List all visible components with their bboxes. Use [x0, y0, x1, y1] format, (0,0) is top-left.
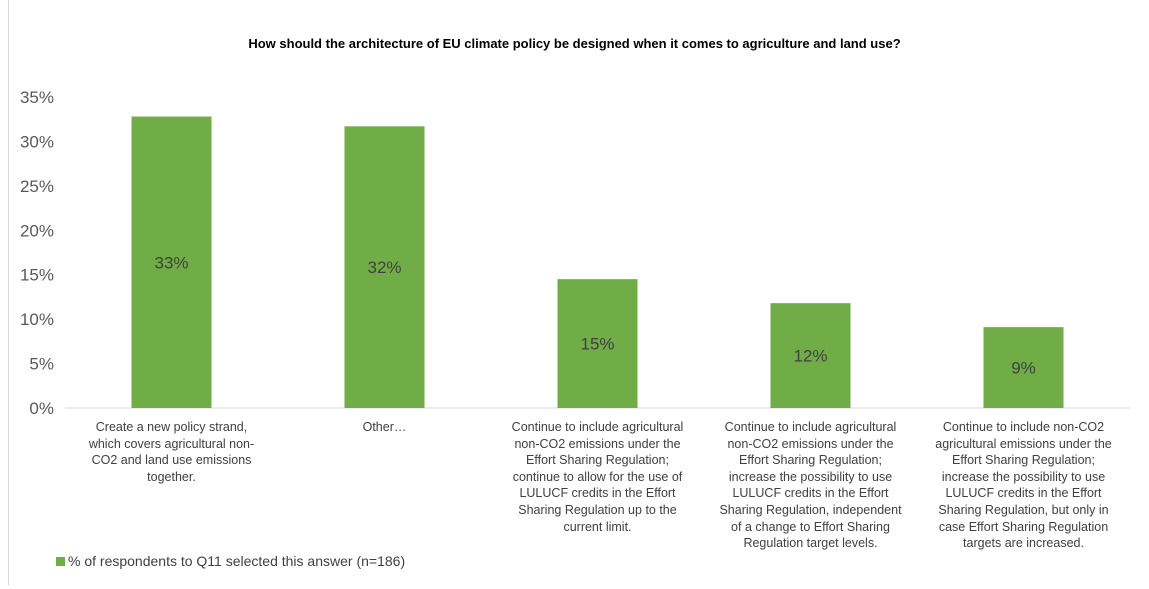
- bar: [344, 126, 425, 408]
- y-tick-label: 15%: [20, 266, 54, 285]
- data-label: 9%: [1011, 359, 1036, 378]
- data-label: 33%: [154, 253, 188, 272]
- legend-swatch: [56, 556, 65, 566]
- chart-title: How should the architecture of EU climat…: [248, 36, 901, 51]
- y-tick-label: 20%: [20, 221, 54, 240]
- data-label: 12%: [793, 347, 827, 366]
- y-tick-label: 5%: [29, 355, 54, 374]
- y-tick-label: 0%: [29, 399, 54, 418]
- y-tick-label: 30%: [20, 132, 54, 151]
- x-category-label: Create a new policy strand, which covers…: [88, 420, 255, 484]
- bar: [983, 327, 1064, 408]
- data-label: 15%: [580, 335, 614, 354]
- bar: [557, 279, 638, 408]
- y-tick-label: 10%: [20, 310, 54, 329]
- bars: [131, 116, 1064, 408]
- y-tick-label: 25%: [20, 177, 54, 196]
- x-category-label: Continue to include agricultural non-CO2…: [719, 420, 902, 551]
- legend-label: % of respondents to Q11 selected this an…: [68, 553, 406, 569]
- data-label: 32%: [367, 258, 401, 277]
- y-tick-label: 35%: [20, 88, 54, 107]
- x-category-label: Continue to include agricultural non-CO2…: [511, 420, 684, 534]
- bar: [770, 303, 851, 408]
- chart-frame: [8, 0, 1142, 585]
- x-category-label: Continue to include non-CO2 agricultural…: [935, 420, 1112, 551]
- y-axis-ticks: 0% 5% 10% 15% 20% 25% 30% 35%: [20, 88, 54, 418]
- legend: % of respondents to Q11 selected this an…: [56, 553, 405, 569]
- x-category-label: Other…: [362, 420, 407, 434]
- bar: [131, 116, 212, 408]
- data-labels: 33% 32% 15% 12% 9%: [154, 253, 1035, 377]
